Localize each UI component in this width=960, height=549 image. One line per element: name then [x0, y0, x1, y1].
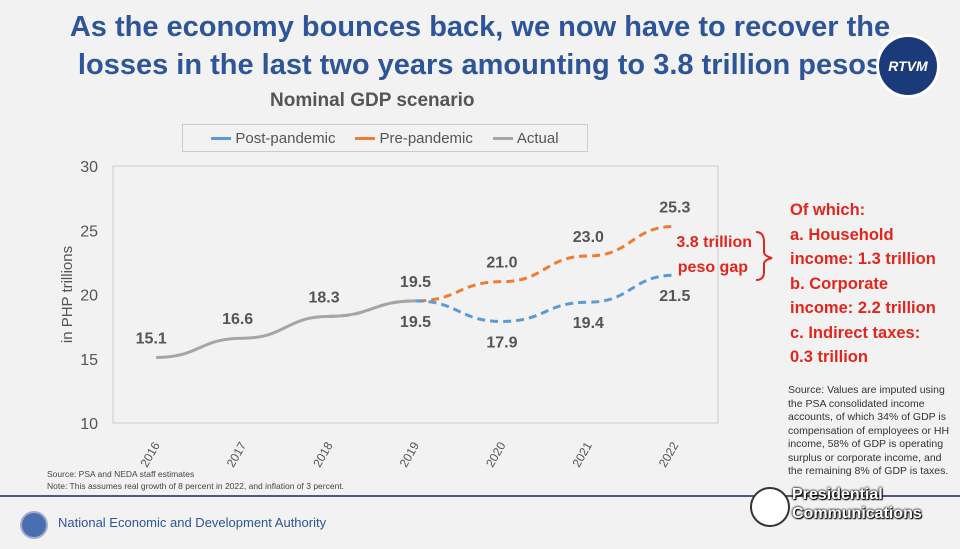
x-tick-label: 2018 [310, 439, 336, 469]
legend-label: Pre-pandemic [379, 129, 473, 147]
data-label: 25.3 [659, 199, 690, 216]
slide-title: As the economy bounces back, we now have… [0, 8, 960, 84]
y-tick-label: 30 [80, 159, 98, 176]
breakdown-line: 0.3 trillion [790, 348, 868, 366]
x-tick-label: 2021 [569, 439, 595, 469]
breakdown-line: income: 1.3 trillion [790, 250, 936, 268]
series-line-post-pandemic [415, 273, 675, 323]
x-tick-label: 2020 [483, 439, 509, 469]
data-label: 17.9 [486, 334, 517, 351]
legend-pre: Pre-pandemic [355, 129, 473, 147]
y-tick-label: 10 [80, 416, 98, 433]
gap-annotation: peso gap [678, 259, 748, 276]
x-tick-label: 2017 [224, 439, 250, 469]
y-tick-label: 15 [80, 352, 98, 369]
rtvm-logo: RTVM [876, 34, 940, 98]
title-line-1: As the economy bounces back, we now have… [69, 11, 891, 43]
gap-annotation: 3.8 trillion [676, 234, 752, 251]
y-tick-label: 25 [80, 223, 98, 240]
legend-label: Post-pandemic [235, 129, 336, 147]
breakdown-line: Of which: [790, 201, 866, 219]
neda-logo-icon [20, 511, 48, 539]
footer-org: National Economic and Development Author… [58, 515, 327, 530]
breakdown-line: income: 2.2 trillion [790, 299, 936, 317]
watermark-line: Communications [792, 505, 922, 522]
watermark: Presidential Communications [792, 485, 922, 523]
chart-legend: Post-pandemic Pre-pandemic Actual [182, 124, 588, 152]
plot-area [112, 165, 719, 424]
series-line-actual [156, 299, 416, 359]
data-label: 21.5 [659, 288, 690, 305]
side-source: Source: Values are imputed using the PSA… [788, 384, 950, 477]
x-tick-label: 2016 [137, 439, 163, 469]
breakdown-text: Of which: a. Household income: 1.3 trill… [790, 198, 936, 370]
breakdown-line: a. Household [790, 225, 894, 244]
data-label: 21.0 [486, 255, 517, 272]
gap-brace [755, 231, 773, 281]
watermark-line: Presidential [792, 486, 883, 503]
data-label: 19.5 [400, 274, 431, 291]
title-line-2: losses in the last two years amounting t… [77, 49, 883, 81]
assumption-note: Note: This assumes real growth of 8 perc… [47, 480, 345, 491]
data-label: 16.6 [222, 311, 253, 328]
data-label: 15.1 [136, 330, 167, 347]
legend-actual: Actual [492, 129, 559, 147]
data-label: 23.0 [573, 229, 604, 246]
breakdown-line: b. Corporate [790, 274, 889, 293]
data-label: 19.5 [400, 314, 431, 331]
pcoo-seal-icon [750, 487, 790, 527]
source-note: Source: PSA and NEDA staff estimates [47, 469, 195, 479]
footer: National Economic and Development Author… [0, 495, 960, 549]
chart-notes: Source: PSA and NEDA staff estimates Note… [47, 469, 344, 492]
legend-label: Actual [516, 129, 559, 147]
breakdown-line: c. Indirect taxes: [790, 323, 921, 342]
y-axis-label: in PHP trillions [59, 246, 76, 343]
legend-post: Post-pandemic [211, 130, 335, 147]
data-label: 19.4 [573, 315, 604, 332]
x-tick-label: 2019 [397, 439, 423, 469]
chart-title: Nominal GDP scenario [270, 90, 475, 111]
data-label: 18.3 [309, 289, 340, 306]
x-tick-label: 2022 [656, 439, 682, 469]
y-tick-label: 20 [80, 288, 98, 305]
